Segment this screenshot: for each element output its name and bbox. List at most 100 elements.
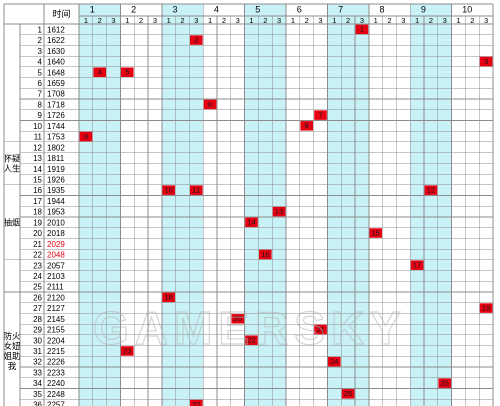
- row-time: 1718: [47, 100, 65, 109]
- day-header: 4: [214, 5, 219, 15]
- slot-header: 3: [194, 16, 198, 25]
- row-time: 1919: [47, 165, 65, 174]
- marked-cell: 1: [355, 24, 369, 35]
- row-number: 2: [38, 36, 43, 45]
- marked-cell-fill: [121, 346, 134, 356]
- marked-cell-fill: [479, 303, 493, 313]
- row-number: 11: [34, 133, 43, 142]
- marked-cell-fill: [328, 356, 341, 367]
- marked-cell: 9: [79, 131, 93, 142]
- slot-header: 2: [470, 16, 474, 25]
- marked-cell-fill: [93, 67, 106, 77]
- marked-cell-fill: [121, 67, 134, 77]
- marked-cell: 3: [479, 56, 493, 67]
- row-number: 22: [33, 251, 42, 260]
- slot-header: 3: [153, 16, 157, 25]
- marked-cell-fill: [272, 206, 286, 217]
- marked-cell: 19: [479, 303, 493, 313]
- marked-cell-label: 10: [165, 186, 173, 195]
- marked-cell: 4: [93, 67, 106, 77]
- marked-cell-fill: [300, 121, 313, 131]
- row-time: 2057: [47, 261, 65, 270]
- row-time: 1802: [47, 143, 65, 152]
- row-time: 2029: [47, 240, 65, 249]
- slot-header: 3: [111, 16, 115, 25]
- marked-cell-fill: [424, 185, 438, 195]
- row-time: 1811: [47, 154, 65, 163]
- row-time: 1612: [47, 25, 65, 34]
- marked-cell-label: 13: [275, 207, 283, 216]
- slot-header: 3: [236, 16, 240, 25]
- marked-cell: 27: [190, 399, 203, 406]
- marked-cell: 18: [162, 292, 175, 303]
- row-time: 2010: [47, 218, 65, 227]
- marked-cell-fill: [479, 56, 493, 67]
- marked-cell: 2: [190, 35, 203, 45]
- row-number: 31: [33, 347, 42, 356]
- row-time: 2257: [47, 401, 65, 406]
- marked-cell-fill: [203, 99, 217, 110]
- row-time: 1926: [47, 176, 65, 185]
- marked-cell-fill: [190, 185, 203, 195]
- slot-header: 1: [332, 16, 336, 25]
- marked-cell-fill: [162, 292, 175, 303]
- marked-cell-label: 27: [192, 400, 200, 406]
- marked-cell: 8: [300, 121, 313, 131]
- marked-cell-label: 3: [484, 57, 488, 66]
- row-number: 13: [33, 154, 42, 163]
- slot-header: 3: [360, 16, 364, 25]
- marked-cell-label: 9: [84, 132, 88, 141]
- row-time: 2145: [47, 315, 65, 324]
- marked-cell: 23: [121, 346, 134, 356]
- row-number: 30: [33, 336, 42, 345]
- slot-header: 2: [139, 16, 143, 25]
- row-time: 1744: [47, 122, 65, 131]
- marked-cell-fill: [259, 249, 272, 260]
- marked-cell-label: 1: [360, 25, 364, 34]
- slot-header: 1: [167, 16, 171, 25]
- row-time: 1648: [47, 68, 65, 77]
- marked-cell-label: 11: [192, 186, 200, 195]
- marked-cell-label: 22: [247, 336, 255, 345]
- marked-cell: 24: [328, 356, 341, 367]
- group-label: 怀疑: [3, 153, 21, 163]
- marked-cell-label: 18: [165, 293, 173, 302]
- row-time: 2127: [47, 304, 65, 313]
- marked-cell-fill: [314, 324, 327, 335]
- marked-cell: 10: [162, 185, 175, 195]
- slot-header: 1: [84, 16, 88, 25]
- slot-header: 2: [429, 16, 433, 25]
- marked-cell: 20: [231, 314, 244, 324]
- marked-cell-label: 14: [247, 218, 255, 227]
- row-time: 2018: [47, 229, 65, 238]
- marked-cell: 5: [121, 67, 134, 77]
- day-header: 1: [90, 5, 95, 15]
- marked-cell-fill: [369, 228, 382, 238]
- day-header: 6: [297, 5, 302, 15]
- slot-header: 3: [401, 16, 405, 25]
- row-number: 5: [38, 68, 43, 77]
- day-highlight-column: [161, 4, 204, 406]
- row-time: 2204: [47, 336, 65, 345]
- row-number: 14: [33, 165, 42, 174]
- row-number: 8: [38, 100, 43, 109]
- day-header: 7: [338, 5, 343, 15]
- row-time: 1944: [47, 197, 65, 206]
- day-header: 3: [173, 5, 178, 15]
- day-header: 2: [131, 5, 136, 15]
- row-number: 19: [33, 218, 42, 227]
- marked-cell-fill: [190, 399, 203, 406]
- marked-cell: 22: [245, 335, 258, 345]
- marked-cell-label: 21: [316, 325, 324, 334]
- marked-cell-fill: [231, 314, 244, 324]
- group-label: 姐助: [3, 351, 20, 361]
- row-number: 7: [38, 90, 43, 99]
- row-number: 32: [33, 358, 42, 367]
- day-header: 8: [380, 5, 385, 15]
- slot-header: 1: [456, 16, 460, 25]
- marked-cell: 14: [245, 217, 258, 228]
- slot-header: 2: [180, 16, 184, 25]
- row-number: 35: [33, 390, 42, 399]
- row-number: 12: [33, 143, 42, 152]
